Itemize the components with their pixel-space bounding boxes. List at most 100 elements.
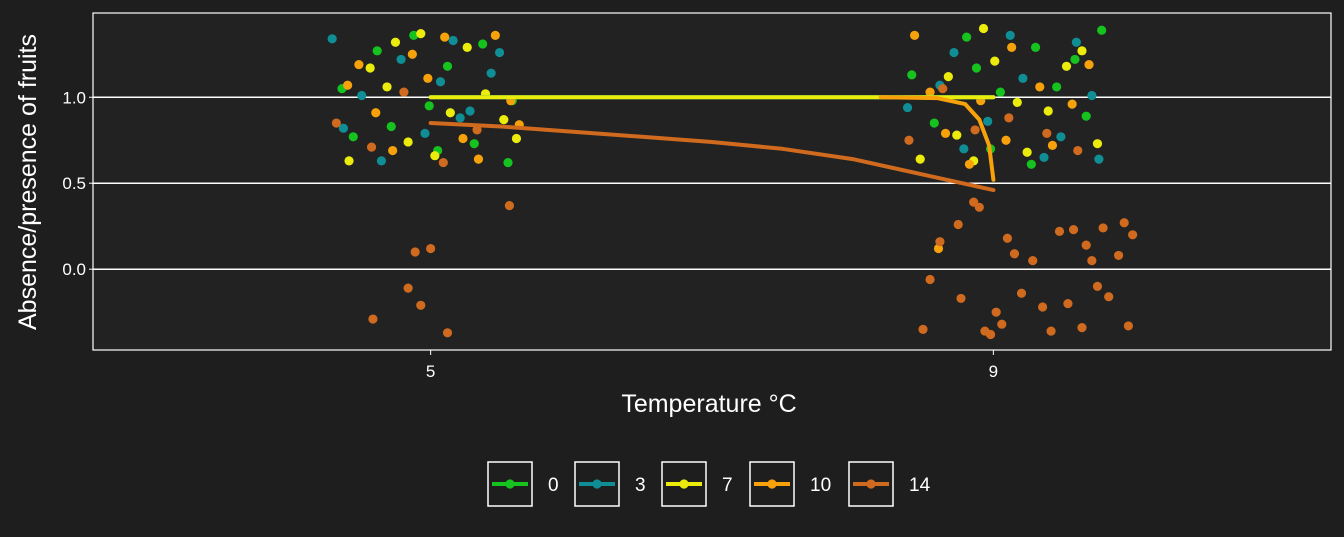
data-point-0 [348, 132, 358, 142]
legend-marker [767, 479, 777, 489]
data-point-10 [354, 59, 364, 70]
data-point-10 [933, 243, 944, 254]
data-point-0 [386, 121, 396, 132]
data-point-3 [420, 128, 430, 138]
data-point-10 [940, 128, 951, 138]
data-point-14 [1004, 113, 1014, 123]
data-point-0 [503, 157, 513, 168]
data-point-14 [1009, 249, 1020, 259]
data-point-0 [469, 139, 479, 149]
data-point-7 [344, 156, 354, 166]
data-point-14 [1073, 145, 1083, 156]
data-point-7 [943, 72, 953, 82]
data-point-10 [1084, 59, 1094, 70]
data-point-0 [962, 32, 972, 42]
legend-marker [679, 479, 689, 489]
x-axis-title: Temperature °C [621, 390, 796, 418]
data-point-14 [472, 125, 482, 135]
data-point-14 [416, 300, 426, 310]
legend-marker [505, 479, 515, 489]
data-point-3 [448, 35, 458, 46]
data-point-14 [1087, 255, 1097, 266]
data-point-14 [991, 307, 1001, 317]
data-point-14 [1063, 298, 1073, 309]
data-point-14 [985, 329, 996, 340]
data-point-7 [462, 42, 472, 52]
data-point-10 [1047, 140, 1058, 150]
data-point-14 [1077, 323, 1087, 333]
data-point-14 [1002, 233, 1013, 243]
data-point-14 [1054, 226, 1065, 236]
plot-panel [92, 12, 1332, 351]
data-point-0 [409, 30, 419, 40]
data-point-3 [1087, 90, 1097, 101]
y-tick-label: 1.0 [62, 88, 86, 107]
data-point-7 [978, 23, 989, 34]
legend-item-7: 7 [661, 461, 733, 507]
data-point-0 [907, 70, 917, 80]
data-point-14 [1046, 326, 1056, 336]
data-point-10 [388, 145, 398, 156]
data-point-0 [1097, 25, 1107, 35]
data-point-7 [390, 37, 401, 47]
data-point-14 [997, 319, 1007, 329]
y-tick-label: 0.0 [62, 260, 86, 279]
legend-item-14: 14 [848, 461, 931, 507]
data-point-10 [1007, 42, 1017, 52]
legend-label: 7 [722, 475, 733, 496]
data-point-7 [990, 56, 1000, 66]
data-point-10 [473, 154, 484, 164]
data-point-7 [915, 154, 925, 164]
y-tick-label: 0.5 [62, 174, 86, 193]
x-tick-label: 5 [426, 362, 435, 381]
data-point-3 [357, 90, 367, 101]
data-point-3 [327, 34, 337, 44]
data-point-10 [407, 49, 417, 59]
legend: 0 3 7 10 14 [487, 461, 931, 507]
data-point-0 [424, 101, 434, 111]
fit-line-10 [878, 95, 996, 182]
data-point-10 [1067, 99, 1077, 109]
legend-label: 3 [635, 475, 646, 496]
data-points [327, 23, 1138, 340]
data-point-14 [938, 84, 948, 94]
data-point-14 [1081, 240, 1091, 250]
fit-lines [428, 95, 996, 193]
data-point-10 [458, 133, 468, 144]
legend-marker [592, 479, 602, 489]
data-point-14 [925, 274, 935, 285]
data-point-14 [918, 324, 928, 334]
data-point-14 [331, 118, 341, 128]
data-point-3 [465, 106, 475, 116]
data-point-14 [1016, 288, 1027, 298]
data-point-14 [426, 243, 436, 254]
legend-label: 0 [548, 475, 559, 496]
data-point-10 [371, 108, 381, 118]
data-point-3 [983, 116, 993, 126]
data-point-14 [1042, 128, 1052, 138]
data-point-7 [430, 151, 440, 161]
data-point-3 [1056, 132, 1066, 142]
legend-label: 10 [810, 475, 831, 496]
data-point-0 [1030, 42, 1041, 52]
data-point-7 [499, 115, 509, 125]
legend-item-10: 10 [749, 461, 831, 507]
data-point-7 [1012, 97, 1022, 108]
data-point-0 [1026, 159, 1036, 169]
data-point-14 [904, 135, 914, 145]
data-point-3 [486, 68, 496, 78]
data-point-14 [1123, 321, 1134, 331]
data-point-10 [925, 87, 935, 97]
data-point-10 [964, 159, 975, 169]
data-point-0 [929, 118, 939, 128]
axis-ticks: 0.0 0.5 1.0 5 9 [62, 88, 998, 381]
data-point-14 [368, 314, 378, 324]
data-point-14 [1128, 230, 1138, 240]
data-point-3 [376, 156, 386, 166]
data-point-10 [423, 73, 433, 83]
data-point-7 [1077, 46, 1087, 56]
data-point-0 [971, 63, 982, 73]
data-point-14 [974, 202, 984, 212]
data-point-7 [445, 108, 455, 118]
legend-item-0: 0 [487, 461, 559, 507]
